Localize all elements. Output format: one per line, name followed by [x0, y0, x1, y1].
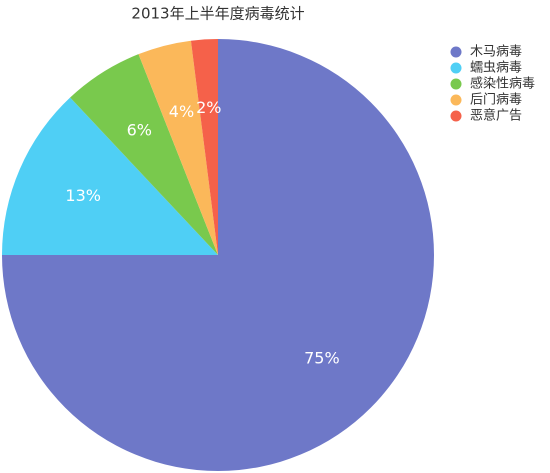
- legend-label: 后门病毒: [470, 93, 522, 108]
- slice-label: 2%: [196, 98, 221, 117]
- legend-marker: [450, 46, 462, 58]
- legend-marker: [450, 78, 462, 90]
- legend-marker: [450, 62, 462, 74]
- slice-label: 75%: [304, 348, 340, 367]
- slice-label: 13%: [65, 186, 101, 205]
- legend-marker: [450, 94, 462, 106]
- legend-marker: [450, 110, 462, 122]
- chart-title: 2013年上半年度病毒统计: [131, 5, 304, 23]
- legend-label: 恶意广告: [470, 108, 522, 124]
- legend-label: 感染性病毒: [470, 76, 535, 92]
- slice-label: 6%: [127, 120, 152, 139]
- legend-label: 蠕虫病毒: [470, 61, 522, 76]
- slice-label: 4%: [169, 102, 194, 121]
- pie-slice: [138, 40, 218, 256]
- legend-label: 木马病毒: [470, 45, 522, 60]
- pie-slice: [190, 39, 218, 255]
- pie-slice: [2, 97, 218, 255]
- pie-slice: [70, 54, 219, 256]
